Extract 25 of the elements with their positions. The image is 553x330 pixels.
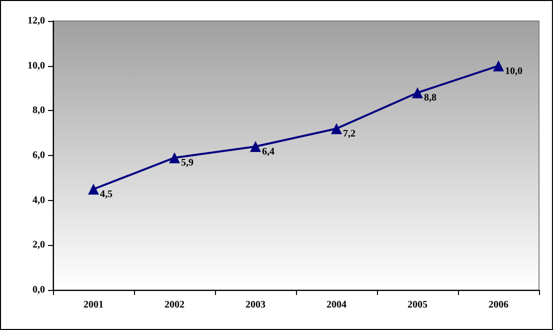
point bbox=[250, 141, 261, 152]
y-tick-label: 10,0 bbox=[28, 60, 45, 72]
x-tick-label: 2003 bbox=[246, 300, 266, 310]
data-label: 8,8 bbox=[424, 92, 436, 104]
y-tick-label: 8,0 bbox=[32, 105, 45, 116]
x-tick-label: 2006 bbox=[488, 300, 508, 310]
point bbox=[412, 87, 423, 98]
x-tick-label: 2004 bbox=[326, 300, 346, 310]
x-tick-label: 2002 bbox=[164, 300, 184, 310]
data-label: 6,4 bbox=[262, 146, 274, 158]
point bbox=[88, 184, 99, 195]
data-label: 4,5 bbox=[100, 189, 112, 200]
y-tick-label: 12,0 bbox=[28, 16, 45, 26]
data-label: 5,9 bbox=[181, 158, 194, 169]
x-tick-label: 2005 bbox=[408, 300, 428, 310]
data-label: 7,2 bbox=[343, 128, 356, 140]
y-tick-label: 0,0 bbox=[32, 284, 45, 296]
point bbox=[169, 152, 180, 164]
point bbox=[493, 60, 504, 72]
y-tick-label: 4,0 bbox=[32, 194, 45, 206]
x-tick-label: 2001 bbox=[84, 300, 104, 310]
y-tick-label: 2,0 bbox=[32, 240, 45, 251]
point bbox=[331, 123, 342, 134]
data-label: 10,0 bbox=[505, 66, 522, 77]
y-tick-label: 6,0 bbox=[32, 150, 45, 161]
